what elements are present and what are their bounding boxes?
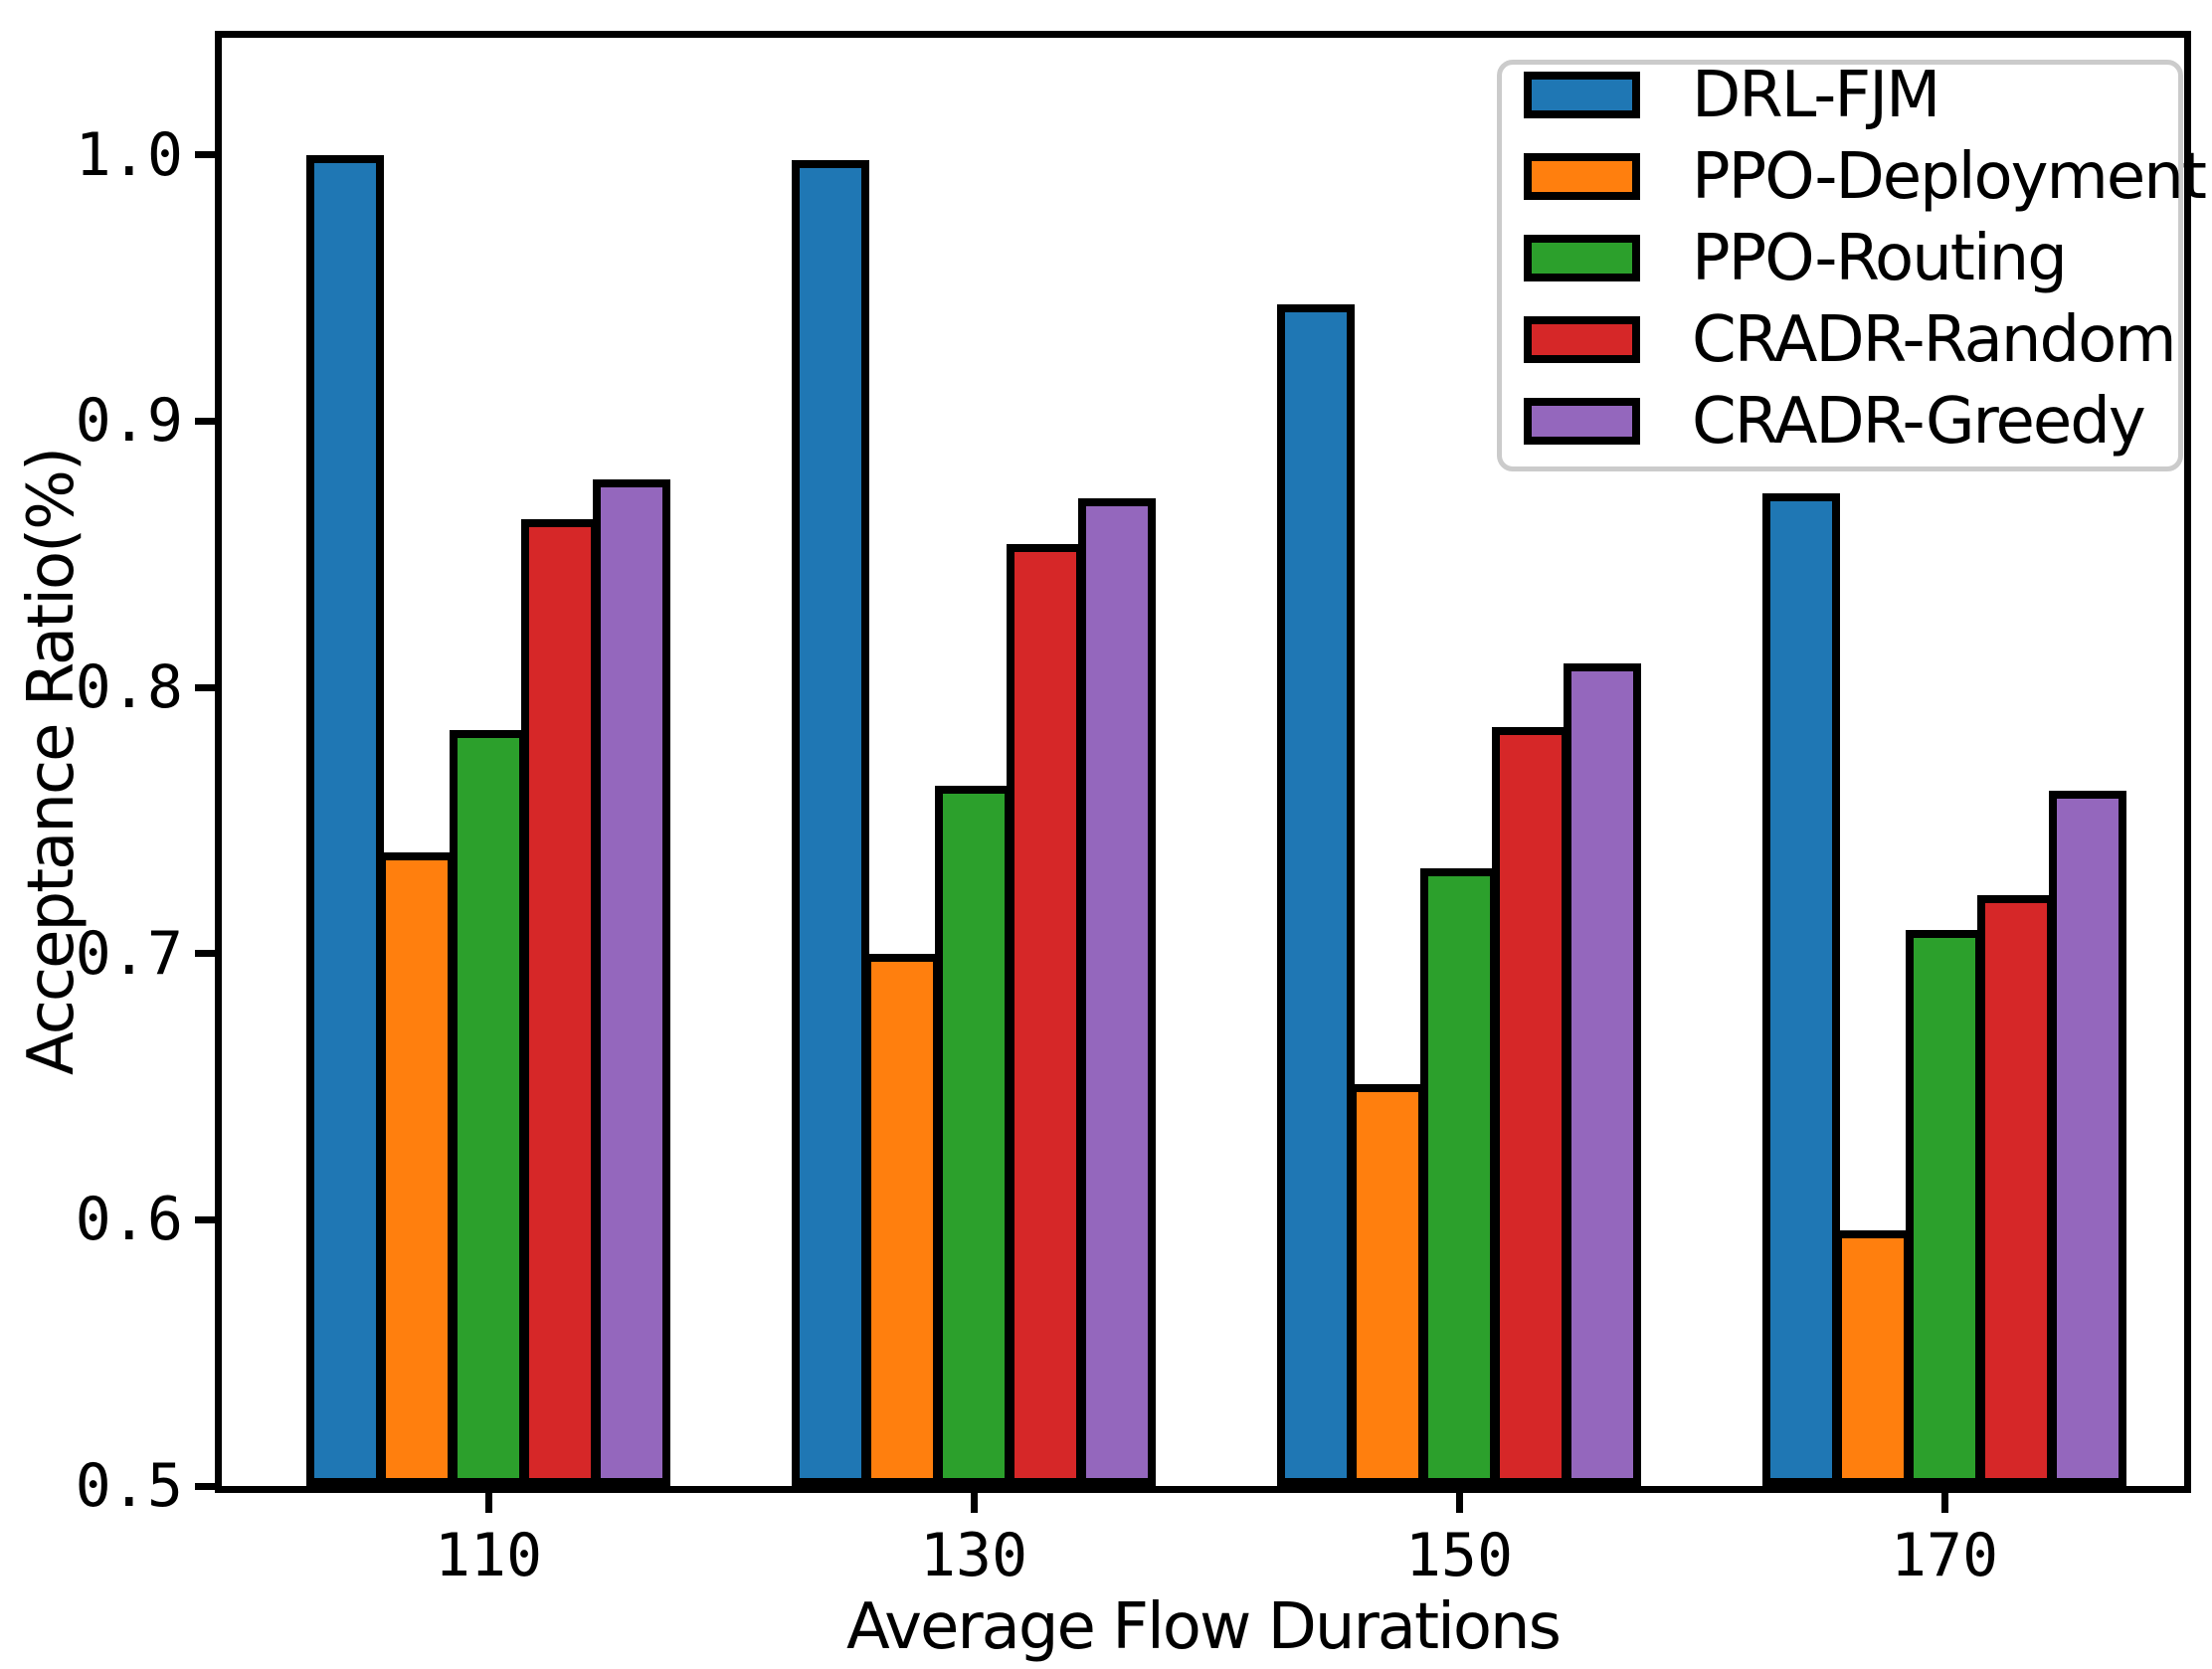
x-tick-mark (484, 1493, 492, 1513)
bar-cradr-random-130 (1007, 543, 1084, 1486)
x-tick-mark (970, 1493, 978, 1513)
bar-ppo-routing-150 (1420, 868, 1498, 1486)
y-tick-label: 0.5 (75, 1451, 183, 1521)
legend-item: PPO-Deployment (1524, 145, 2207, 209)
legend-label: DRL-FJM (1692, 58, 1940, 132)
y-tick-label: 0.7 (75, 918, 183, 989)
x-tick-label: 130 (919, 1521, 1028, 1590)
bar-ppo-deployment-110 (378, 852, 456, 1486)
bar-cradr-greedy-110 (593, 479, 670, 1486)
y-tick-mark (195, 950, 215, 958)
legend-item: CRADR-Random (1524, 308, 2177, 372)
y-tick-mark (195, 1482, 215, 1490)
legend-item: DRL-FJM (1524, 64, 1940, 127)
bar-drl-fjm-150 (1277, 303, 1355, 1486)
x-tick-mark (1455, 1493, 1463, 1513)
bar-ppo-routing-130 (935, 786, 1013, 1486)
bar-drl-fjm-130 (792, 160, 869, 1486)
y-tick-mark (195, 683, 215, 691)
bar-ppo-deployment-150 (1349, 1083, 1426, 1486)
legend: DRL-FJM PPO-Deployment PPO-Routing CRADR-Ra… (1497, 60, 2207, 471)
bar-cradr-random-170 (1977, 894, 2055, 1486)
legend-label: PPO-Deployment (1692, 139, 2207, 214)
bar-ppo-deployment-130 (863, 953, 941, 1486)
bar-drl-fjm-110 (306, 154, 384, 1486)
bar-drl-fjm-170 (1762, 492, 1840, 1486)
x-tick-mark (1940, 1493, 1948, 1513)
legend-swatch-icon (1524, 316, 1640, 363)
y-tick-mark (195, 417, 215, 425)
bar-cradr-greedy-150 (1564, 662, 1641, 1486)
y-tick-label: 0.9 (75, 386, 183, 457)
x-tick-label: 150 (1404, 1521, 1514, 1590)
y-tick-label: 1.0 (75, 119, 183, 190)
bar-cradr-random-110 (521, 519, 599, 1486)
y-tick-mark (195, 1215, 215, 1223)
legend-swatch-icon (1524, 72, 1640, 118)
legend-swatch-icon (1524, 235, 1640, 281)
x-axis-label: Average Flow Durations (846, 1590, 1562, 1664)
y-tick-mark (195, 151, 215, 159)
legend-item: PPO-Routing (1524, 227, 2068, 290)
bar-ppo-deployment-170 (1834, 1230, 1912, 1486)
bar-cradr-greedy-130 (1078, 498, 1156, 1486)
bar-cradr-random-150 (1492, 727, 1569, 1486)
x-tick-label: 110 (434, 1521, 543, 1590)
y-tick-label: 0.6 (75, 1185, 183, 1255)
x-tick-label: 170 (1890, 1521, 1999, 1590)
bar-ppo-routing-110 (450, 729, 527, 1486)
legend-item: CRADR-Greedy (1524, 390, 2146, 454)
y-tick-label: 0.8 (75, 652, 183, 723)
bar-cradr-greedy-170 (2049, 791, 2126, 1486)
legend-label: CRADR-Greedy (1692, 384, 2146, 459)
legend-label: PPO-Routing (1692, 221, 2068, 295)
legend-label: CRADR-Random (1692, 302, 2177, 377)
legend-swatch-icon (1524, 153, 1640, 200)
legend-swatch-icon (1524, 398, 1640, 445)
bar-ppo-routing-170 (1906, 929, 1983, 1486)
